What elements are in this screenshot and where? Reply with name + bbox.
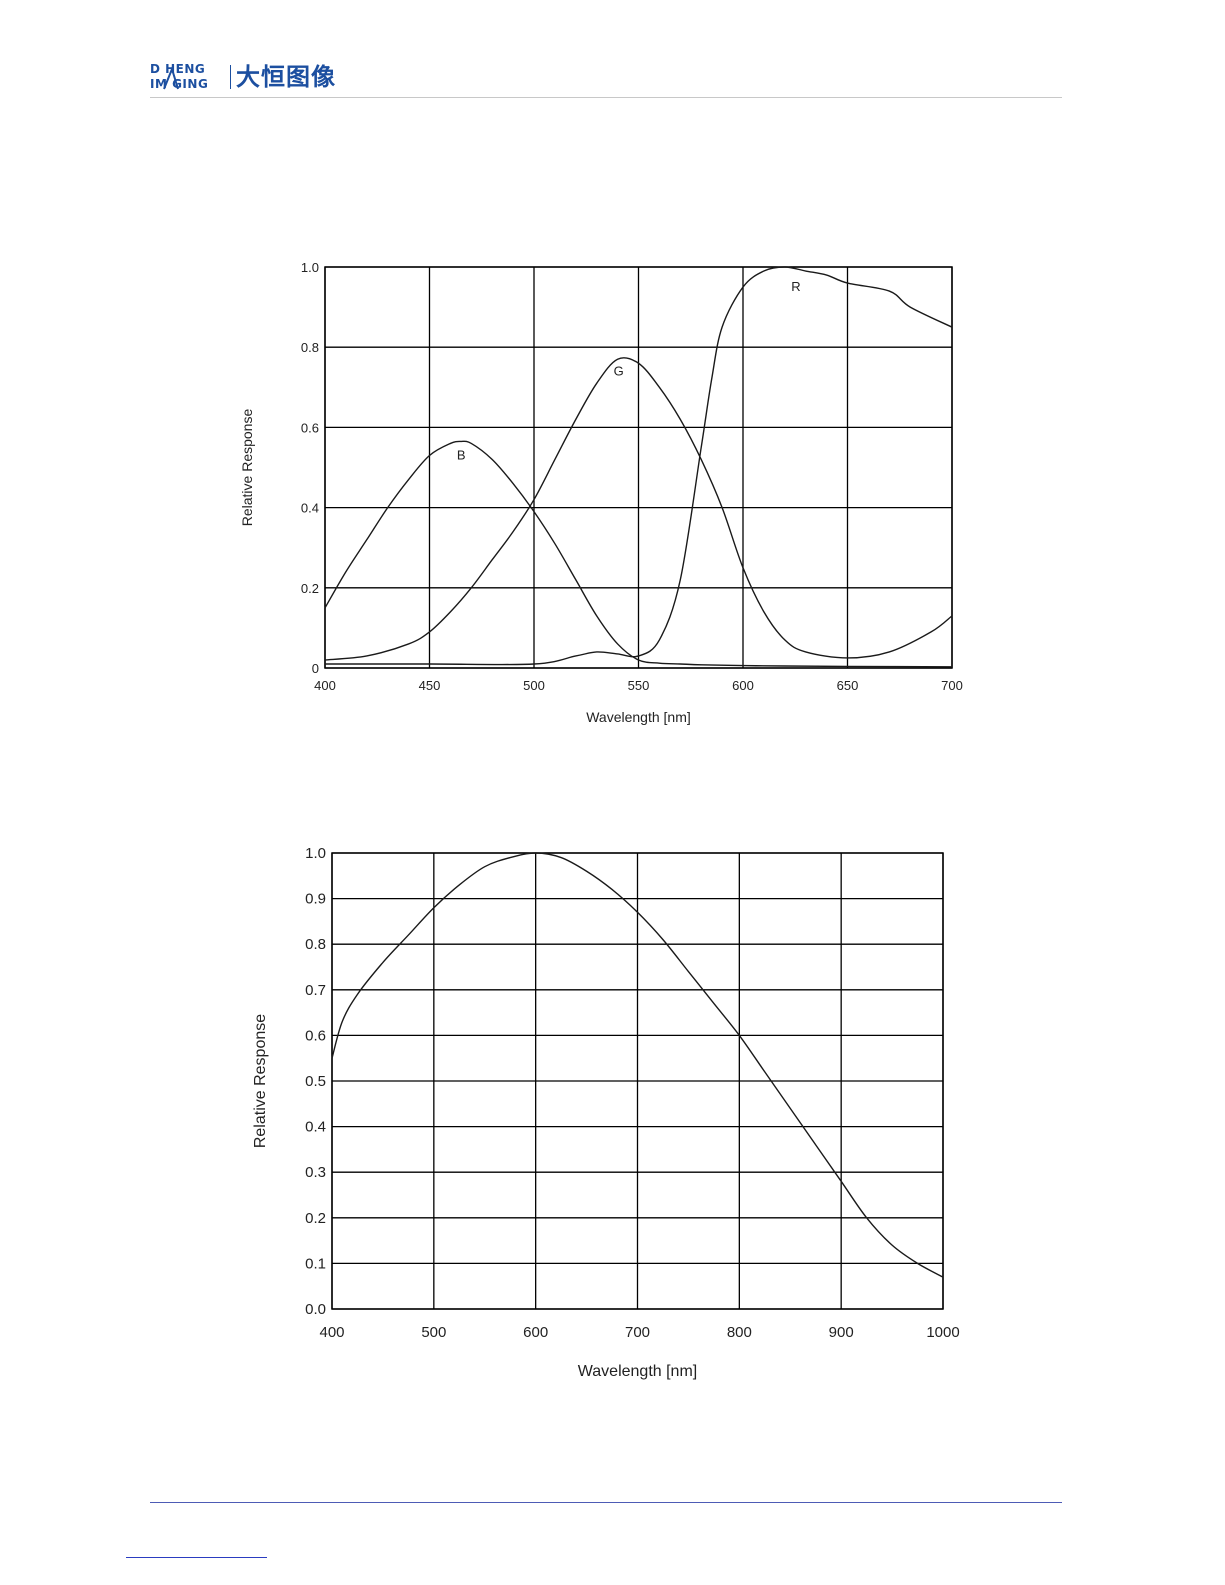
y-tick-label: 0.2 [301,581,319,596]
series-label-g: G [614,363,624,378]
x-tick-label: 500 [523,678,545,693]
series-line-r [325,266,953,666]
x-tick-label: 550 [628,678,650,693]
logo-line-1: D HENG [150,62,206,76]
chart-grid [324,266,953,669]
x-tick-label: 450 [419,678,441,693]
company-logo: D HENG IM GING [150,63,228,93]
y-tick-label: 1.0 [301,260,319,275]
series-line-b [324,440,953,668]
x-tick-label: 700 [941,678,963,693]
footer-rule [150,1502,1062,1503]
y-tick-label: 0.8 [301,340,319,355]
y-tick-label: 0 [312,661,319,676]
series-line-g [324,357,953,661]
x-tick-label: 600 [732,678,754,693]
page-header: D HENG IM GING 大恒图像 [150,60,1062,100]
y-tick-label: 0.6 [301,420,319,435]
logo-divider [230,65,231,89]
logo-chinese-name: 大恒图像 [236,63,336,91]
logo-mark-icon [163,65,179,90]
y-tick-label: 0.4 [301,501,319,516]
x-tick-label: 400 [314,678,336,693]
footer-link-underline[interactable] [126,1557,267,1558]
header-rule [150,97,1062,98]
y-axis-label: Relative Response [239,409,255,527]
plot-frame [324,266,953,669]
series-label-r: R [791,279,800,294]
x-tick-label: 650 [837,678,859,693]
x-axis-label: Wavelength [nm] [586,709,691,725]
series-label-b: B [457,447,466,462]
